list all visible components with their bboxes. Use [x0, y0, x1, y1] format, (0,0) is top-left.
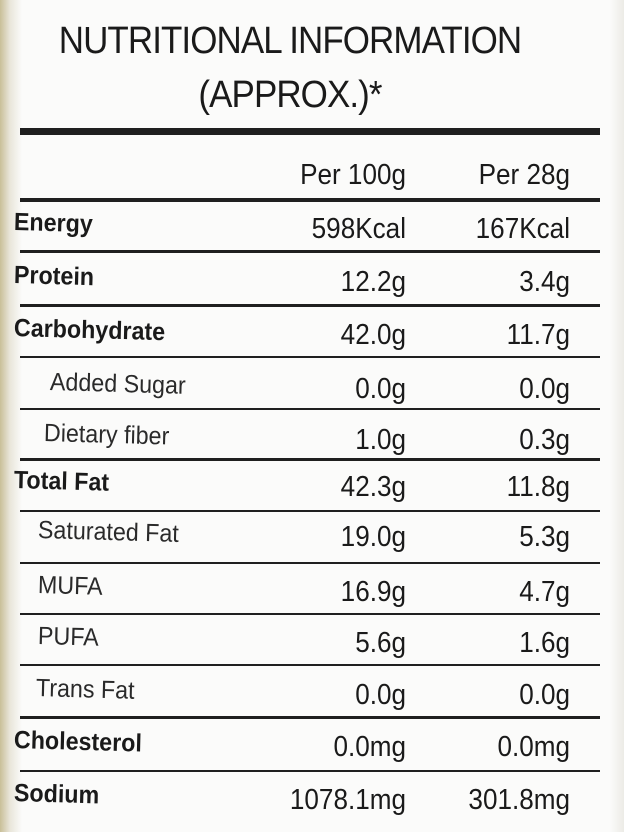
divider	[20, 128, 600, 135]
divider	[20, 770, 600, 772]
value-per-100g: 42.0g	[340, 319, 406, 351]
divider	[20, 510, 600, 512]
value-per-serving: 0.0g	[519, 679, 570, 711]
row-label: Energy	[13, 208, 94, 239]
value-per-serving: 4.7g	[519, 576, 570, 608]
row-label: Cholesterol	[13, 726, 143, 758]
divider	[20, 458, 600, 461]
divider	[20, 304, 600, 307]
value-per-serving: 0.0g	[519, 373, 570, 405]
row-label: Dietary fiber	[43, 419, 170, 451]
value-per-serving: 5.3g	[519, 521, 570, 553]
value-per-serving: 301.8mg	[468, 784, 570, 816]
value-per-serving: 11.8g	[506, 471, 570, 503]
row-label: PUFA	[37, 622, 100, 652]
row-label: Trans Fat	[35, 674, 135, 705]
row-label: Saturated Fat	[37, 516, 180, 548]
value-per-serving: 167Kcal	[475, 213, 570, 245]
title-line: (APPROX.)*	[198, 74, 382, 116]
divider	[20, 716, 600, 719]
column-header: Per 100g	[300, 159, 406, 191]
row-label: Carbohydrate	[13, 314, 166, 347]
divider	[20, 664, 600, 666]
row-label: Added Sugar	[49, 368, 187, 400]
value-per-serving: 0.3g	[519, 424, 570, 456]
divider	[20, 198, 600, 202]
value-per-serving: 0.0mg	[497, 731, 570, 763]
divider	[20, 613, 600, 615]
value-per-100g: 5.6g	[355, 627, 406, 659]
divider	[20, 408, 600, 410]
row-label: Total Fat	[13, 466, 110, 497]
value-per-serving: 11.7g	[506, 319, 570, 351]
value-per-100g: 0.0g	[355, 373, 406, 405]
row-label: Sodium	[13, 779, 100, 810]
value-per-100g: 0.0mg	[333, 731, 406, 763]
row-label: Protein	[13, 261, 95, 292]
divider	[20, 250, 600, 253]
value-per-100g: 19.0g	[340, 521, 406, 553]
value-per-100g: 0.0g	[355, 679, 406, 711]
value-per-serving: 3.4g	[519, 266, 570, 298]
value-per-100g: 42.3g	[340, 471, 406, 503]
title-line: NUTRITIONAL INFORMATION	[58, 20, 522, 62]
value-per-100g: 1078.1mg	[289, 784, 406, 816]
divider	[20, 356, 600, 358]
value-per-100g: 1.0g	[355, 424, 406, 456]
value-per-serving: 1.6g	[519, 627, 570, 659]
divider	[20, 562, 600, 564]
value-per-100g: 598Kcal	[311, 213, 406, 245]
value-per-100g: 16.9g	[340, 576, 406, 608]
column-header: Per 28g	[478, 159, 570, 191]
value-per-100g: 12.2g	[340, 266, 406, 298]
row-label: MUFA	[37, 571, 103, 601]
